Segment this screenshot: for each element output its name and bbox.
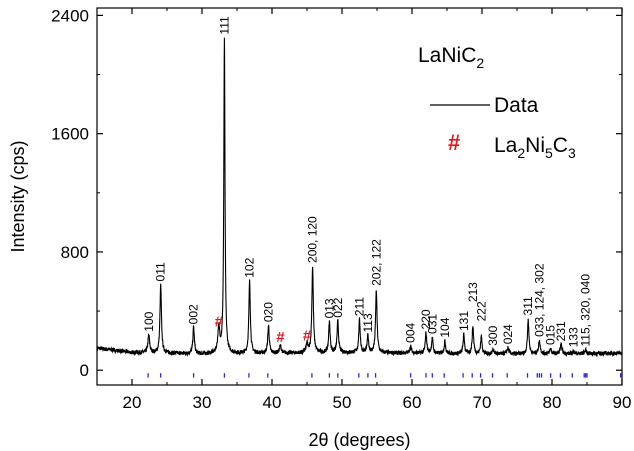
peak-label: 311 (521, 296, 535, 315)
peak-label: 102 (243, 257, 257, 277)
x-tick-label: 90 (613, 393, 632, 412)
legend: LaNiC2 Data # La2Ni5C3 (418, 44, 576, 161)
legend-impurity-label: La2Ni5C3 (494, 134, 576, 161)
peak-label: 222 (474, 301, 488, 321)
x-tick-label: 60 (403, 393, 422, 412)
x-tick-label: 70 (473, 393, 492, 412)
peak-label: 022 (331, 297, 345, 317)
impurity-hash-marker: # (215, 313, 224, 330)
peak-label: 104 (438, 317, 452, 337)
legend-data-label: Data (494, 94, 539, 117)
peak-label: 100 (142, 311, 156, 331)
legend-formula-part: La (494, 134, 518, 157)
peak-label: 213 (466, 282, 480, 302)
y-tick-label: 2400 (51, 6, 89, 25)
chart-title-subscript: 2 (476, 55, 484, 71)
peak-label: 020 (262, 302, 276, 322)
legend-formula-part: C (553, 134, 568, 157)
peak-label: 113 (361, 313, 375, 332)
y-tick-label: 800 (61, 243, 89, 262)
legend-formula-subscript: 5 (545, 145, 553, 161)
peak-label: 131 (457, 311, 471, 331)
data-series-line (96, 37, 623, 358)
peak-label: 033, 124, 302 (532, 263, 546, 337)
x-tick-label: 20 (123, 393, 142, 412)
peak-label: 011 (154, 262, 168, 281)
legend-hash-marker: # (448, 130, 460, 155)
x-axis-title: 2θ (degrees) (308, 430, 410, 450)
impurity-hash-marker: # (303, 327, 312, 344)
legend-formula-part: Ni (525, 134, 545, 157)
peak-label: 024 (501, 324, 515, 344)
impurity-hash-marker: # (276, 329, 285, 346)
x-tick-label: 30 (193, 393, 212, 412)
peak-label: 202, 122 (369, 239, 383, 286)
peak-label: 211 (353, 297, 367, 316)
legend-formula-subscript: 2 (517, 145, 525, 161)
peak-label: 013 (322, 298, 336, 318)
chart-title-base: LaNiC (418, 44, 476, 67)
peak-label: 004 (404, 322, 418, 342)
peak-label: 231 (554, 321, 568, 341)
peak-label: 015 (544, 325, 558, 345)
peak-label: 300 (486, 325, 500, 345)
tick-labels: 20 30 40 50 60 70 80 90 0 800 1600 2400 (51, 6, 631, 412)
impurity-markers: # # # (215, 313, 312, 346)
reflection-tick-marks (147, 373, 622, 378)
peak-label: 031 (425, 314, 439, 334)
peak-label: 220 (419, 309, 433, 329)
peak-label: 115, 320, 040 (579, 274, 593, 347)
x-tick-label: 80 (543, 393, 562, 412)
y-axis-title: Intensity (cps) (8, 140, 28, 252)
chart-title: LaNiC2 (418, 44, 484, 71)
peak-label: 002 (187, 304, 201, 324)
peak-label: 133 (567, 327, 581, 347)
y-tick-label: 0 (80, 361, 89, 380)
x-tick-label: 50 (333, 393, 352, 412)
x-tick-label: 40 (263, 393, 282, 412)
y-tick-label: 1600 (51, 125, 89, 144)
axis-ticks (96, 8, 623, 385)
peak-label: 200, 120 (306, 216, 320, 263)
plot-frame (96, 7, 623, 386)
legend-formula-subscript: 3 (568, 145, 576, 161)
peak-label: 111 (217, 16, 231, 35)
